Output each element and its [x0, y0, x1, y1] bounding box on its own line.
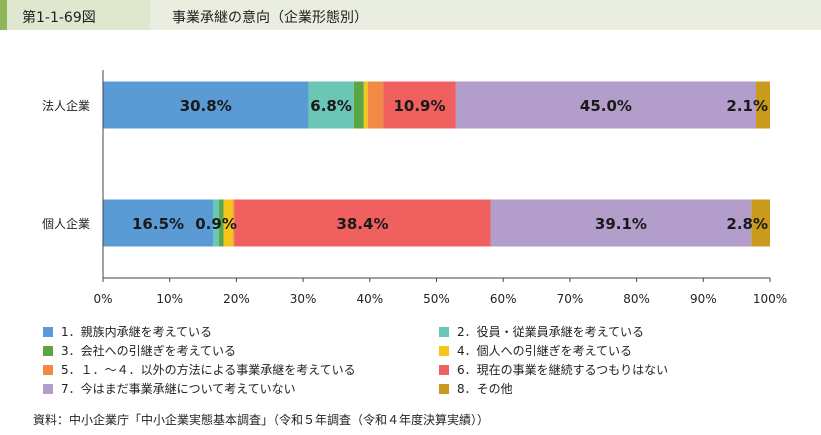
- bar-segment-1-8: [755, 81, 770, 129]
- x-tick-label: 50%: [423, 292, 450, 306]
- data-label: 16.5%: [132, 215, 184, 233]
- x-tick-label: 100%: [753, 292, 787, 306]
- bar-segment-1-4: [363, 81, 368, 129]
- bar-segment-1-1: [103, 81, 309, 129]
- data-label: 30.8%: [180, 97, 232, 115]
- data-label: 2.1%: [726, 97, 768, 115]
- bar-segment-2-5: [233, 199, 235, 247]
- figure-number: 第1-1-69図: [22, 10, 96, 26]
- bar-segment-2-2: [213, 199, 220, 247]
- x-tick-label: 10%: [156, 292, 183, 306]
- category-label: 法人企業: [42, 98, 90, 113]
- figure-header: 第1-1-69図 事業承継の意向（企業形態別）: [0, 0, 821, 30]
- bar-segment-2-6: [234, 199, 491, 247]
- data-label: 38.4%: [336, 215, 388, 233]
- category-label: 個人企業: [42, 216, 90, 231]
- figure-number-tab: [0, 0, 150, 30]
- bar-segment-1-5: [367, 81, 384, 129]
- data-label: 39.1%: [595, 215, 647, 233]
- bar-segment-2-7: [490, 199, 752, 247]
- bar-segment-2-4: [223, 199, 234, 247]
- data-label: 10.9%: [393, 97, 445, 115]
- x-tick-label: 20%: [223, 292, 250, 306]
- bar-segment-1-3: [353, 81, 364, 129]
- data-label: 6.8%: [310, 97, 352, 115]
- x-tick-label: 70%: [557, 292, 584, 306]
- x-tick-label: 0%: [93, 292, 112, 306]
- x-tick-label: 60%: [490, 292, 517, 306]
- x-tick-label: 30%: [290, 292, 317, 306]
- source-note: 資料：中小企業庁「中小企業実態基本調査」（令和５年調査（令和４年度決算実績））: [33, 413, 490, 427]
- x-tick-label: 80%: [623, 292, 650, 306]
- x-tick-label: 40%: [356, 292, 383, 306]
- data-label: 45.0%: [580, 97, 632, 115]
- figure-title: 事業承継の意向（企業形態別）: [172, 10, 368, 26]
- bar-segment-1-2: [308, 81, 354, 129]
- bar-segment-2-3: [219, 199, 224, 247]
- bar-segment-1-6: [383, 81, 456, 129]
- bar-segment-1-7: [455, 81, 756, 129]
- bar-segment-2-8: [751, 199, 770, 247]
- bar-segment-2-1: [103, 199, 214, 247]
- data-label: 2.8%: [726, 215, 768, 233]
- data-label: 0.9%: [195, 215, 237, 233]
- x-tick-label: 90%: [690, 292, 717, 306]
